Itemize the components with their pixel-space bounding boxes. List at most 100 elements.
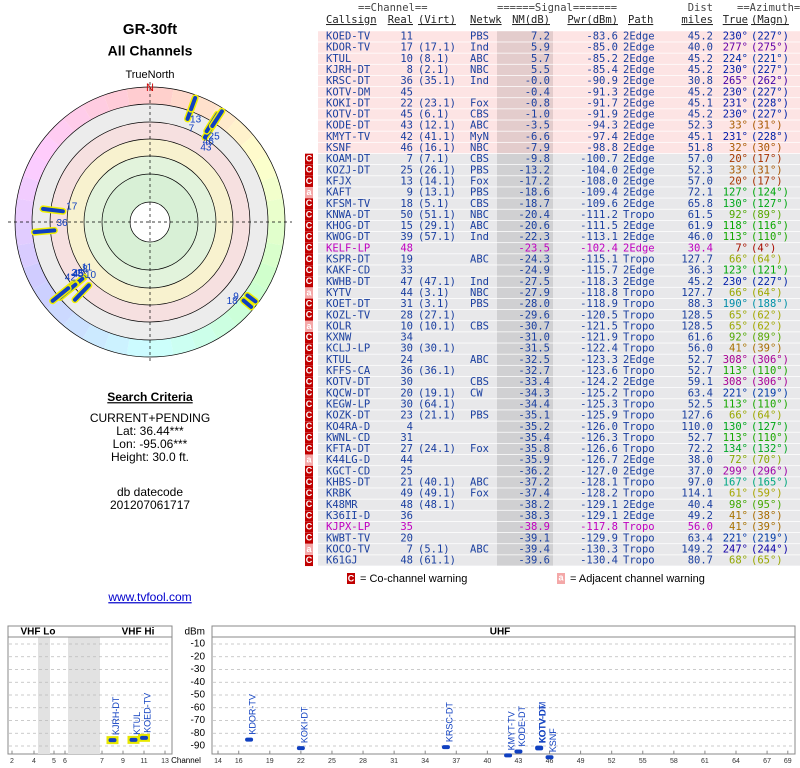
table-cell: K48MR (326, 499, 358, 511)
row-background (318, 510, 800, 522)
table-cell: 46.0 (688, 231, 713, 243)
warning-symbol: C (306, 198, 313, 208)
compass-band (46, 297, 75, 326)
table-cell: KMYT-TV (326, 131, 371, 143)
table-cell: -91.7 (586, 97, 618, 109)
warning-box (305, 555, 313, 567)
table-cell: -126.0 (580, 421, 618, 433)
table-cell: (21.1) (418, 410, 456, 422)
table-cell: 45.2 (688, 86, 713, 98)
x-tick-label: 49 (577, 758, 585, 765)
table-cell: (31°) (751, 164, 783, 176)
warning-symbol: C (306, 209, 313, 219)
table-cell: 113° (723, 231, 748, 243)
warning-box (305, 365, 313, 377)
table-cell: KFSM-TV (326, 198, 371, 210)
table-cell: 230° (723, 276, 748, 288)
y-tick-label: -90 (191, 741, 206, 752)
table-cell: 20° (729, 153, 748, 165)
x-tick-label: 67 (763, 758, 771, 765)
row-background (318, 98, 800, 109)
table-cell: -39.1 (518, 532, 550, 544)
table-cell: -124.2 (580, 376, 618, 388)
table-cell: 80.7 (688, 555, 713, 567)
table-cell: 230° (723, 109, 748, 121)
table-cell: -22.3 (518, 231, 550, 243)
table-cell: Tropo (623, 365, 655, 377)
table-cell: -13.2 (518, 164, 550, 176)
table-cell: NBC (470, 142, 489, 154)
table-cell: -1.0 (525, 109, 550, 121)
table-cell: 113° (723, 398, 748, 410)
row-background (318, 521, 800, 533)
table-cell: -35.4 (518, 432, 550, 444)
table-cell: 247° (723, 543, 748, 555)
table-cell: 2Edge (623, 142, 655, 154)
table-cell: (296°) (751, 465, 789, 477)
table-cell: KCLJ-LP (326, 343, 370, 355)
table-cell: -83.6 (586, 31, 618, 43)
criteria-line: Lon: -95.06*** (113, 437, 188, 451)
table-cell: -130.3 (580, 543, 618, 555)
warning-box (305, 220, 313, 232)
table-cell: PBS (470, 410, 489, 422)
compass-label: TrueNorth (125, 69, 174, 81)
table-cell: 52.7 (688, 365, 713, 377)
table-cell: -35.1 (518, 410, 550, 422)
table-cell: Tropo (623, 309, 655, 321)
warning-box (305, 532, 313, 544)
table-cell: 50 (400, 209, 413, 221)
table-cell: KODE-DT (326, 120, 371, 132)
table-cell: CBS (470, 153, 489, 165)
warning-symbol: C (306, 410, 313, 420)
warning-box (305, 276, 313, 288)
table-cell: 56.0 (688, 343, 713, 355)
nm-band (497, 466, 553, 477)
table-cell: 2Edge (623, 97, 655, 109)
table-cell: -35.9 (518, 454, 550, 466)
warning-box (305, 387, 313, 399)
table-cell: -31.5 (518, 343, 550, 355)
table-cell: 308° (723, 354, 748, 366)
x-tick-label: 69 (784, 758, 792, 765)
row-background (318, 187, 800, 198)
table-cell: 2Edge (623, 276, 655, 288)
legend-cochannel-box (347, 573, 355, 584)
table-cell: 230° (723, 31, 748, 43)
nm-band (497, 376, 553, 388)
table-cell: 45.2 (688, 276, 713, 288)
table-cell: 72° (729, 454, 748, 466)
table-cell: 61° (729, 488, 748, 500)
table-cell: -117.8 (580, 521, 618, 533)
table-cell: KWOG-DT (326, 231, 371, 243)
row-background (318, 410, 800, 421)
column-header: Pwr(dBm) (567, 14, 618, 26)
table-cell: (127°) (751, 198, 789, 210)
table-cell: (227°) (751, 86, 789, 98)
table-cell: (95°) (751, 499, 783, 511)
table-cell: 45.1 (688, 131, 713, 143)
site-link[interactable]: www.tvfool.com (107, 590, 191, 604)
table-cell: 36 (400, 510, 413, 522)
signal-bar (245, 737, 254, 742)
y-tick-label: -40 (191, 677, 206, 688)
row-background (318, 254, 800, 265)
table-cell: KWHB-DT (326, 276, 371, 288)
table-cell: KOKI-DT (326, 97, 371, 109)
compass-band (17, 242, 40, 269)
row-background (318, 231, 800, 243)
nm-band (497, 544, 553, 555)
table-cell: (306°) (751, 354, 789, 366)
compass-band (260, 242, 283, 269)
table-cell: 22 (400, 97, 413, 109)
row-background (318, 488, 800, 499)
table-cell: -28.0 (518, 298, 550, 310)
table-cell: Tropo (623, 488, 655, 500)
table-cell: -32.5 (518, 354, 550, 366)
table-cell: (244°) (751, 543, 789, 555)
row-background (318, 332, 800, 343)
nm-band (497, 388, 553, 399)
legend-adjacent-text: = Adjacent channel warning (570, 573, 705, 585)
compass-band (209, 312, 237, 339)
criteria-line: CURRENT+PENDING (90, 411, 210, 425)
